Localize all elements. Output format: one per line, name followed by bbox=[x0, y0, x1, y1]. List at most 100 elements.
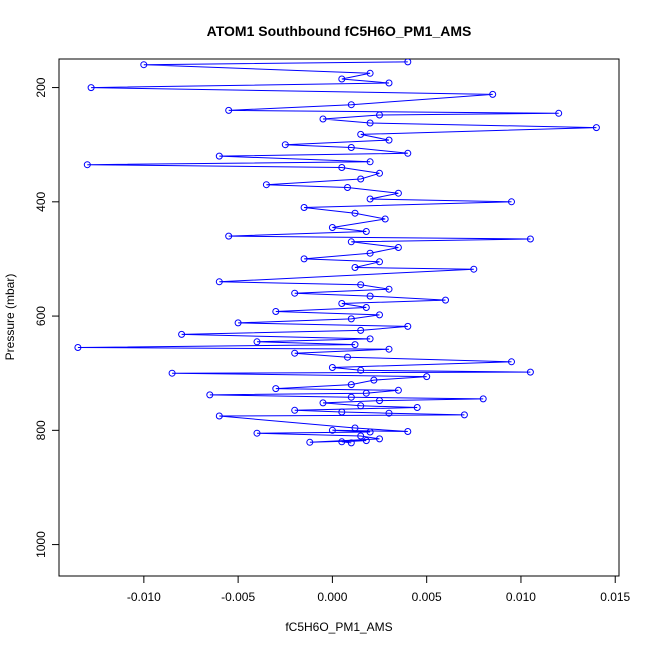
data-point bbox=[508, 198, 515, 206]
data-point bbox=[351, 264, 359, 271]
data-point bbox=[404, 149, 412, 157]
x-tick-label: 0.000 bbox=[317, 590, 347, 604]
data-point bbox=[366, 69, 374, 77]
data-point bbox=[225, 232, 233, 240]
data-point bbox=[215, 152, 223, 160]
data-point bbox=[215, 412, 223, 420]
data-point bbox=[300, 255, 308, 263]
data-point bbox=[394, 386, 402, 394]
data-point bbox=[366, 158, 374, 166]
data-point bbox=[168, 369, 176, 377]
data-point bbox=[362, 304, 370, 311]
data-point bbox=[357, 281, 365, 289]
data-point bbox=[460, 411, 468, 419]
data-point bbox=[370, 376, 378, 384]
data-point bbox=[300, 204, 308, 211]
data-point bbox=[362, 228, 370, 235]
data-point bbox=[234, 319, 242, 327]
data-point bbox=[344, 353, 351, 361]
data-point bbox=[404, 322, 412, 330]
data-point bbox=[479, 395, 487, 403]
data-point bbox=[357, 366, 365, 374]
data-point bbox=[470, 265, 478, 273]
data-point bbox=[357, 130, 365, 138]
data-point bbox=[404, 428, 412, 435]
data-point bbox=[526, 368, 534, 376]
data-point bbox=[376, 169, 383, 177]
data-point bbox=[385, 79, 393, 87]
y-tick-label: 1000 bbox=[34, 531, 48, 558]
data-point bbox=[351, 424, 359, 432]
data-point bbox=[344, 184, 351, 191]
data-point bbox=[385, 136, 393, 144]
data-point bbox=[272, 308, 280, 315]
data-point bbox=[357, 402, 365, 410]
data-point bbox=[328, 426, 336, 434]
data-point bbox=[423, 373, 431, 381]
data-point bbox=[83, 161, 91, 169]
data-series bbox=[74, 59, 600, 447]
data-point bbox=[253, 338, 261, 346]
data-point bbox=[338, 164, 346, 171]
data-point bbox=[347, 393, 355, 401]
data-point bbox=[366, 292, 374, 300]
data-point bbox=[555, 109, 563, 117]
data-point bbox=[306, 438, 314, 446]
data-point bbox=[328, 224, 336, 231]
x-axis: -0.010 -0.005 0.000 0.005 0.010 0.015 bbox=[127, 576, 631, 604]
x-tick-label: 0.005 bbox=[412, 590, 442, 604]
y-axis: 200 400 600 800 1000 bbox=[34, 77, 59, 558]
data-point bbox=[526, 235, 534, 243]
data-point bbox=[376, 111, 383, 119]
data-point bbox=[281, 141, 289, 149]
data-point bbox=[394, 189, 402, 197]
data-point bbox=[225, 106, 233, 114]
data-point bbox=[215, 278, 223, 286]
data-point bbox=[351, 209, 359, 217]
y-tick-label: 800 bbox=[34, 420, 48, 440]
y-tick-label: 200 bbox=[34, 77, 48, 97]
chart-title: ATOM1 Southbound fC5H6O_PM1_AMS bbox=[207, 23, 472, 39]
x-tick-label: -0.010 bbox=[127, 590, 161, 604]
data-point bbox=[489, 90, 497, 98]
data-point bbox=[362, 437, 370, 445]
data-point bbox=[347, 439, 355, 447]
data-point bbox=[366, 249, 374, 257]
y-tick-label: 400 bbox=[34, 191, 48, 211]
data-point bbox=[376, 397, 383, 405]
data-point bbox=[394, 244, 402, 251]
data-point bbox=[291, 289, 299, 297]
data-point bbox=[338, 408, 346, 416]
data-point bbox=[385, 345, 393, 353]
x-tick-label: 0.015 bbox=[600, 590, 630, 604]
data-point bbox=[347, 381, 355, 389]
x-tick-label: -0.005 bbox=[221, 590, 255, 604]
data-point bbox=[87, 84, 95, 92]
data-point bbox=[319, 399, 327, 407]
data-point bbox=[347, 315, 355, 323]
data-point bbox=[338, 75, 346, 83]
data-point bbox=[347, 101, 355, 109]
series-line bbox=[77, 61, 597, 444]
data-point bbox=[381, 215, 389, 223]
data-point bbox=[362, 389, 370, 397]
data-point bbox=[366, 195, 374, 203]
data-point bbox=[376, 435, 383, 443]
data-point bbox=[357, 175, 365, 183]
data-point bbox=[376, 311, 383, 319]
data-layer bbox=[74, 59, 600, 447]
data-point bbox=[592, 124, 600, 132]
data-point bbox=[74, 344, 82, 351]
data-point bbox=[357, 432, 365, 440]
data-point bbox=[413, 404, 421, 411]
data-point bbox=[366, 335, 374, 343]
data-point bbox=[262, 181, 270, 189]
data-point bbox=[508, 358, 515, 366]
data-point bbox=[366, 119, 374, 127]
data-point bbox=[338, 300, 346, 307]
data-point bbox=[404, 59, 412, 66]
data-point bbox=[178, 330, 186, 338]
data-point bbox=[319, 115, 327, 123]
data-point bbox=[328, 364, 336, 371]
